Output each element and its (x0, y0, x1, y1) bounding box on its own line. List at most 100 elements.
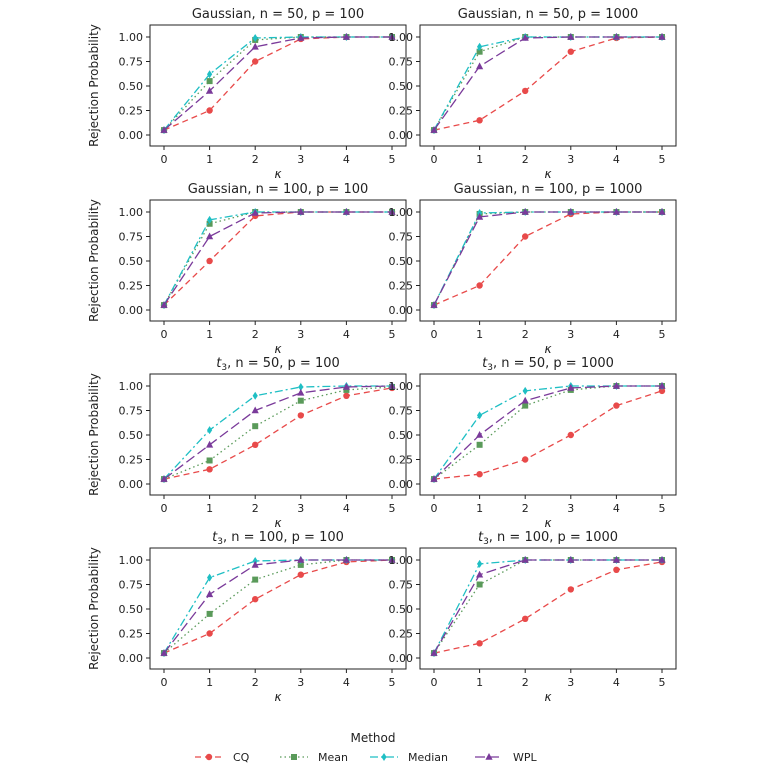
legend-title: Method (350, 731, 395, 745)
series-line-median (433, 36, 662, 131)
data-point-cq (522, 233, 529, 240)
data-point-wpl (160, 126, 168, 133)
panel-title: Gaussian, n = 100, p = 1000 (454, 182, 643, 197)
y-tick-label: 0.50 (389, 603, 414, 616)
x-tick-label: 5 (389, 676, 396, 689)
y-tick-label: 0.75 (389, 579, 414, 592)
y-tick-label: 0.50 (119, 429, 144, 442)
data-point-mean (252, 576, 259, 583)
x-tick-label: 5 (389, 502, 396, 515)
series-line-median (163, 559, 392, 654)
data-point-cq (567, 48, 574, 55)
data-point-cq (567, 431, 574, 439)
data-point-cq (206, 630, 213, 637)
series-line-cq (163, 387, 393, 480)
legend-marker (205, 753, 213, 761)
plot-frame (149, 547, 407, 670)
y-tick-label: 0.50 (119, 603, 144, 616)
y-tick-label: 0.50 (119, 80, 144, 93)
data-point-cq (476, 471, 483, 478)
y-tick-label: 0.25 (389, 454, 414, 467)
y-tick-label: 1.00 (389, 206, 414, 219)
x-tick-label: 4 (343, 328, 350, 341)
y-tick-label: 0.50 (119, 255, 144, 268)
y-tick-label: 0.00 (389, 478, 414, 491)
data-point-wpl (567, 556, 575, 563)
x-tick-label: 1 (476, 153, 483, 166)
x-tick-label: 1 (206, 153, 213, 166)
y-tick-label: 1.00 (389, 31, 414, 44)
data-point-wpl (206, 440, 214, 448)
data-point-wpl (297, 556, 305, 563)
legend-item-cq: CQ (195, 751, 250, 764)
data-point-wpl (612, 33, 620, 40)
x-tick-label: 0 (161, 328, 168, 341)
data-point-wpl (342, 556, 350, 563)
data-point-wpl (612, 208, 620, 215)
panel-title: t3, n = 100, p = 100 (212, 530, 344, 547)
legend-marker (485, 753, 493, 760)
x-tick-label: 2 (252, 676, 259, 689)
y-tick-label: 0.25 (119, 105, 144, 118)
data-point-mean (206, 78, 213, 85)
data-point-mean (476, 441, 483, 448)
y-axis-label: Rejection Probability (87, 199, 101, 322)
data-point-wpl (160, 649, 168, 656)
series-line-median (163, 211, 392, 306)
data-point-wpl (567, 208, 575, 215)
panel-title: Gaussian, n = 50, p = 1000 (458, 7, 639, 22)
x-tick-label: 5 (659, 153, 666, 166)
data-point-cq (476, 640, 483, 647)
x-axis-label: κ (274, 690, 282, 704)
data-point-wpl (476, 570, 484, 578)
y-tick-label: 0.00 (119, 304, 144, 317)
x-tick-label: 0 (431, 676, 438, 689)
x-tick-label: 3 (297, 502, 304, 515)
data-point-wpl (251, 42, 259, 50)
series-line-median (163, 385, 392, 480)
x-tick-label: 2 (522, 676, 529, 689)
y-tick-label: 0.00 (389, 129, 414, 142)
series-line-wpl (433, 385, 662, 480)
panel-5: t3, n = 50, p = 100 0 1 2 3 4 5 0.00 0.25 0.50 0.7… (87, 356, 407, 530)
x-tick-label: 0 (431, 328, 438, 341)
data-point-wpl (476, 431, 484, 438)
series-line-mean (163, 36, 392, 131)
panel-1: Gaussian, n = 50, p = 100 0 1 2 3 4 5 0.00 0.25 0… (87, 7, 407, 181)
panel-title: t3, n = 50, p = 1000 (482, 356, 614, 373)
y-tick-label: 0.25 (389, 280, 414, 293)
y-tick-label: 0.50 (389, 255, 414, 268)
legend-marker (291, 754, 297, 760)
series-line-cq (163, 211, 392, 306)
legend-label: CQ (233, 751, 250, 764)
x-tick-label: 4 (343, 502, 350, 515)
data-point-median (477, 42, 483, 51)
panel-3: Gaussian, n = 100, p = 100 0 1 2 3 4 5 0.00 0.25… (87, 182, 407, 356)
panel-8: t3, n = 100, p = 1000 0 1 2 3 4 5 0.00 0.25 0.50 0… (389, 530, 677, 704)
data-point-wpl (612, 382, 620, 389)
y-tick-label: 0.75 (389, 56, 414, 69)
series-line-mean (163, 559, 392, 654)
panel-title: t3, n = 100, p = 1000 (478, 530, 618, 547)
data-point-median (207, 215, 213, 224)
series-line-wpl (163, 211, 392, 306)
data-point-median (477, 559, 483, 568)
plot-frame (149, 24, 407, 147)
data-point-median (207, 573, 213, 582)
y-tick-label: 0.00 (389, 304, 414, 317)
x-tick-label: 2 (252, 153, 259, 166)
x-axis-label: κ (274, 516, 282, 530)
data-point-mean (206, 610, 213, 617)
data-point-mean (206, 457, 213, 464)
data-point-wpl (521, 33, 529, 41)
panel-title: t3, n = 50, p = 100 (216, 356, 340, 373)
x-tick-label: 2 (522, 502, 529, 515)
data-point-median (252, 391, 258, 400)
data-point-wpl (297, 33, 305, 41)
series-line-cq (163, 559, 393, 654)
x-tick-label: 1 (476, 328, 483, 341)
data-point-wpl (521, 208, 529, 215)
x-axis-label: κ (274, 342, 282, 356)
series-line-wpl (163, 36, 392, 131)
